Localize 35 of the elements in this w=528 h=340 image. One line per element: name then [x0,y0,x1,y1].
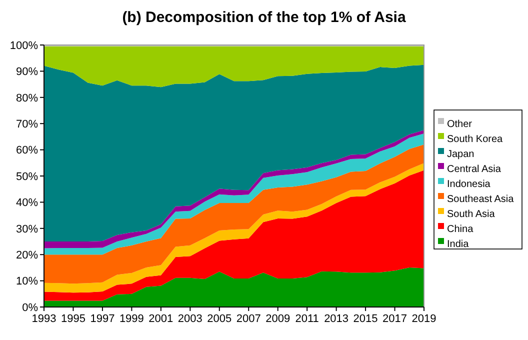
x-tick-label: 2011 [295,313,319,325]
x-tick-label: 2019 [412,313,436,325]
x-tick-label: 2005 [207,313,232,325]
legend-label: Other [447,119,473,130]
y-tick-label: 70% [16,118,38,130]
y-tick-label: 60% [16,144,38,157]
legend-label: Southeast Asia [447,194,514,205]
x-tick-label: 1999 [119,313,144,325]
legend-label: Japan [447,149,474,160]
x-tick-label: 1997 [90,313,115,325]
x-tick-label: 2003 [178,313,202,325]
y-tick-label: 40% [16,197,38,210]
x-tick-label: 2017 [382,313,408,325]
y-tick-label: 100% [10,40,38,52]
legend-label: South Asia [447,209,496,220]
x-tick-label: 2001 [148,313,174,325]
y-tick-label: 0% [22,302,38,314]
x-tick-label: 1995 [60,313,86,325]
legend-label: Indonesia [447,179,491,190]
x-tick-label: 2013 [324,313,349,325]
legend-label: India [447,239,470,250]
y-tick-label: 90% [16,66,38,78]
chart-title: (b) Decomposition of the top 1% of Asia [122,9,406,26]
legend-label: Central Asia [447,164,502,175]
y-tick-label: 10% [16,276,38,288]
legend-label: China [447,224,474,235]
legend-label: South Korea [447,134,504,145]
y-tick-label: 50% [16,170,38,183]
x-tick-label: 1993 [32,313,56,325]
x-tick-label: 2015 [353,313,378,325]
y-tick-label: 20% [16,249,38,262]
y-tick-label: 80% [16,92,38,104]
x-tick-label: 2007 [236,313,261,325]
y-tick-label: 30% [16,223,38,236]
x-tick-label: 2009 [266,313,290,325]
